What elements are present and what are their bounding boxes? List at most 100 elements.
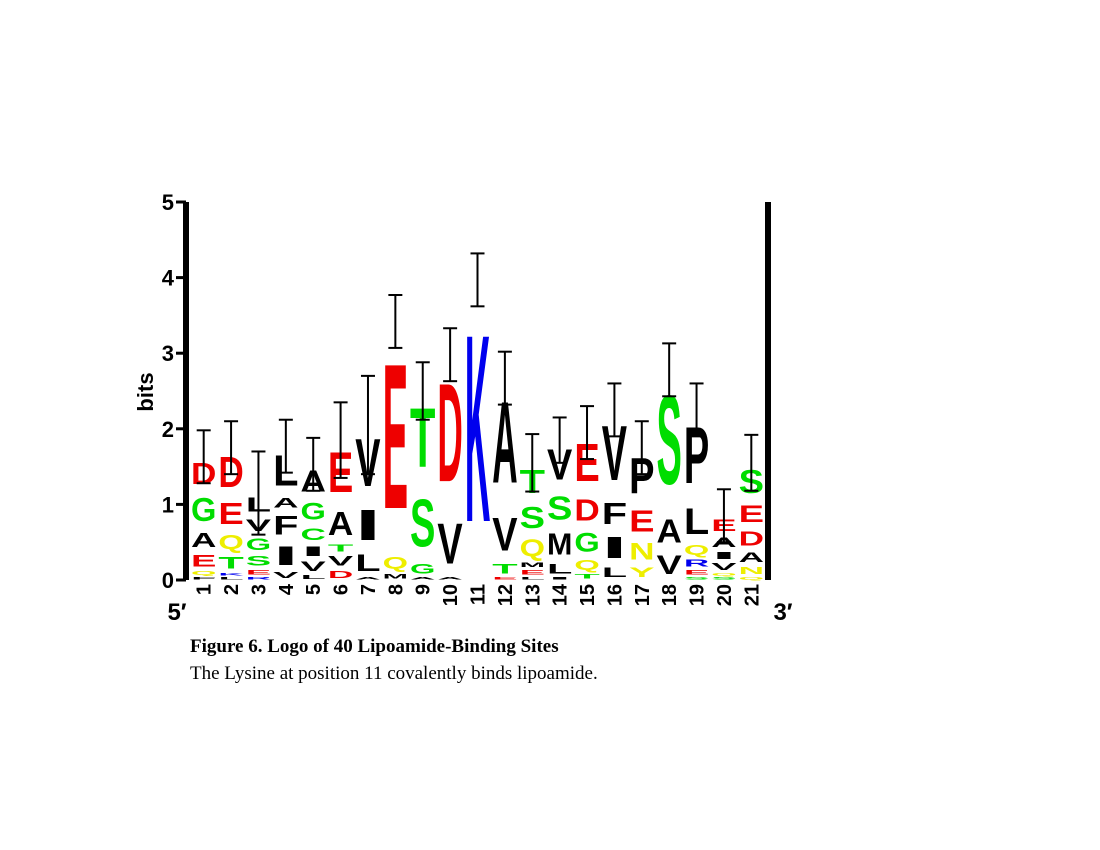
logo-letter: D	[328, 569, 353, 580]
logo-letter: A	[437, 576, 462, 580]
error-bar	[196, 429, 211, 485]
x-tick-label: 17	[632, 584, 654, 606]
logo-letter: V	[328, 554, 353, 569]
logo-letter: I	[711, 550, 736, 561]
logo-letter: E	[218, 498, 243, 532]
error-bar	[662, 342, 677, 398]
logo-letter: Q	[684, 542, 709, 557]
logo-letter: A	[273, 495, 298, 510]
logo-letter: V	[273, 571, 299, 580]
error-bar	[333, 401, 348, 479]
logo-letter: I	[273, 541, 298, 571]
logo-letter: S	[711, 576, 736, 580]
logo-letter: G	[574, 528, 599, 558]
x-tick-label: 21	[741, 584, 763, 606]
logo-letter: R	[684, 558, 710, 569]
right-axis	[765, 202, 771, 580]
logo-letter: V	[301, 559, 326, 574]
error-bar	[306, 436, 321, 492]
logo-letter: T	[218, 553, 244, 572]
error-bar	[689, 382, 704, 438]
logo-letter: L	[355, 550, 380, 577]
logo-letter: N	[739, 565, 764, 576]
logo-letter: F	[191, 576, 216, 580]
logo-letter: I	[355, 501, 380, 550]
logo-letter: L	[301, 574, 326, 580]
caption-title: Figure 6. Logo of 40 Lipoamide-Binding S…	[190, 636, 559, 657]
logo-letter: S	[246, 554, 271, 569]
logo-letter: K	[218, 573, 243, 577]
logo-letter: M	[520, 561, 545, 569]
logo-letter: L	[547, 561, 572, 576]
x-tick-label: 9	[413, 584, 435, 595]
logo-letter: I	[547, 576, 572, 580]
logo-letter: V	[656, 549, 681, 579]
error-bar	[443, 327, 458, 383]
x-tick-label: 18	[659, 584, 681, 606]
error-bar	[360, 374, 375, 476]
logo-letter: F	[273, 511, 298, 541]
logo-letter: D	[574, 493, 599, 527]
logo-letter: G	[191, 492, 216, 530]
logo-letter: G	[301, 499, 326, 526]
logo-letter: A	[739, 550, 764, 565]
error-bar	[278, 418, 293, 474]
logo-letter: E	[246, 569, 271, 577]
logo-letter: S	[547, 489, 572, 527]
logo-letter: E	[520, 569, 545, 577]
x-tick-label: 2	[221, 584, 243, 595]
left-axis	[183, 202, 189, 580]
logo-letter: A	[410, 576, 435, 580]
x-tick-label: 1	[194, 584, 216, 595]
logo-letter: S	[520, 501, 545, 535]
x-tick-label: 16	[604, 584, 626, 606]
logo-letter: D	[739, 528, 764, 551]
logo-letter: L	[602, 565, 627, 580]
error-bar	[251, 450, 266, 536]
error-bar	[634, 420, 649, 476]
logo-letter: I	[301, 544, 326, 559]
y-tick-label: 3	[162, 341, 174, 366]
logo-letter: L	[684, 501, 709, 542]
error-bar	[224, 420, 239, 476]
logo-letter: E	[684, 569, 709, 577]
x-tick-label: 11	[468, 584, 490, 605]
logo-letter: A	[656, 513, 681, 550]
logo-letter: L	[520, 576, 545, 580]
logo-letter: R	[246, 576, 271, 580]
error-bar	[580, 405, 595, 461]
logo-letter: V	[437, 513, 463, 577]
error-bar	[470, 252, 485, 308]
logo-letter: L	[218, 576, 243, 580]
x-tick-label: 6	[331, 584, 353, 595]
x-tick-label: 15	[577, 584, 599, 606]
x-tick-label: 14	[550, 583, 572, 606]
logo-letter: K	[465, 280, 490, 579]
error-bar	[525, 433, 540, 493]
logo-letter: Q	[739, 576, 764, 580]
y-tick-label: 0	[162, 568, 174, 593]
logo-letter: S	[410, 485, 435, 561]
y-axis-title: bits	[133, 372, 158, 411]
logo-letter: Q	[218, 530, 243, 553]
start-label: 5′	[167, 599, 186, 626]
x-tick-label: 8	[385, 584, 407, 595]
logo-letter: T	[574, 573, 599, 580]
logo-letter: Q	[711, 572, 736, 576]
logo-letter: T	[492, 561, 518, 576]
logo-letter: A	[355, 576, 380, 580]
error-bar	[744, 433, 759, 492]
error-bar	[497, 350, 512, 406]
logo-letter: M	[547, 527, 572, 561]
error-bar	[552, 416, 567, 464]
y-tick-label: 2	[162, 417, 174, 442]
logo-letter: M	[383, 572, 408, 580]
logo-letter: Q	[191, 570, 216, 576]
logo-letter: E	[629, 505, 654, 539]
logo-letter: Y	[629, 565, 654, 580]
x-tick-label: 12	[495, 584, 517, 606]
error-bar	[388, 293, 403, 349]
logo-letter: Q	[383, 553, 408, 572]
